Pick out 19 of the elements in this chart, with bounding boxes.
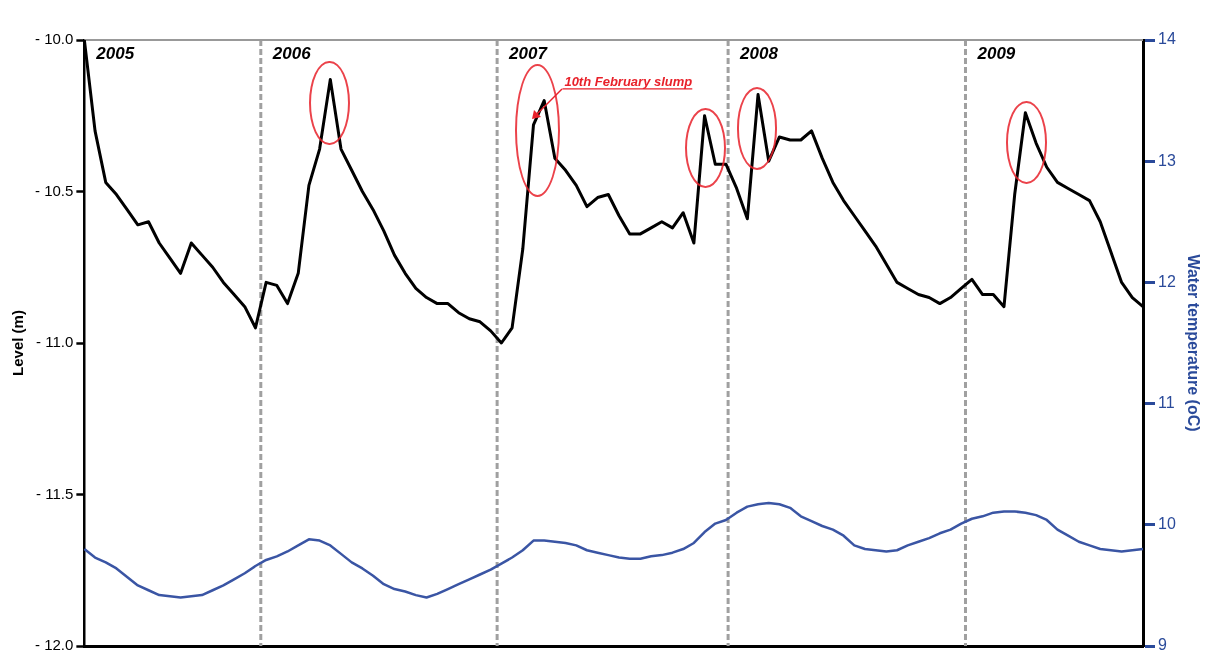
y2-axis-title: Water temperature (oC) bbox=[1184, 254, 1202, 432]
y2-tick-label: 13 bbox=[1158, 151, 1176, 169]
y2-tick-label: 14 bbox=[1158, 30, 1176, 48]
y-tick-label: - 11.0 bbox=[36, 333, 74, 351]
y-tick-label: - 10.0 bbox=[35, 30, 74, 48]
annotation: 2008 bbox=[739, 44, 779, 64]
annotation: 2006 bbox=[271, 44, 312, 64]
y-tick-label: - 11.5 bbox=[36, 484, 74, 502]
y2-tick-label: 12 bbox=[1158, 272, 1176, 290]
annotation: 2009 bbox=[976, 44, 1016, 64]
y2-tick-label: 10 bbox=[1158, 515, 1176, 533]
annotation: 2007 bbox=[508, 44, 549, 64]
y-axis-title: Level (m) bbox=[9, 310, 27, 376]
y2-tick-label: 11 bbox=[1158, 394, 1175, 412]
annotation: 2005 bbox=[95, 44, 135, 64]
y2-tick-label: 9 bbox=[1158, 636, 1167, 654]
y-tick-label: - 12.0 bbox=[35, 636, 74, 654]
annotation: 10th February slump bbox=[564, 73, 693, 89]
y-tick-label: - 10.5 bbox=[35, 181, 74, 199]
